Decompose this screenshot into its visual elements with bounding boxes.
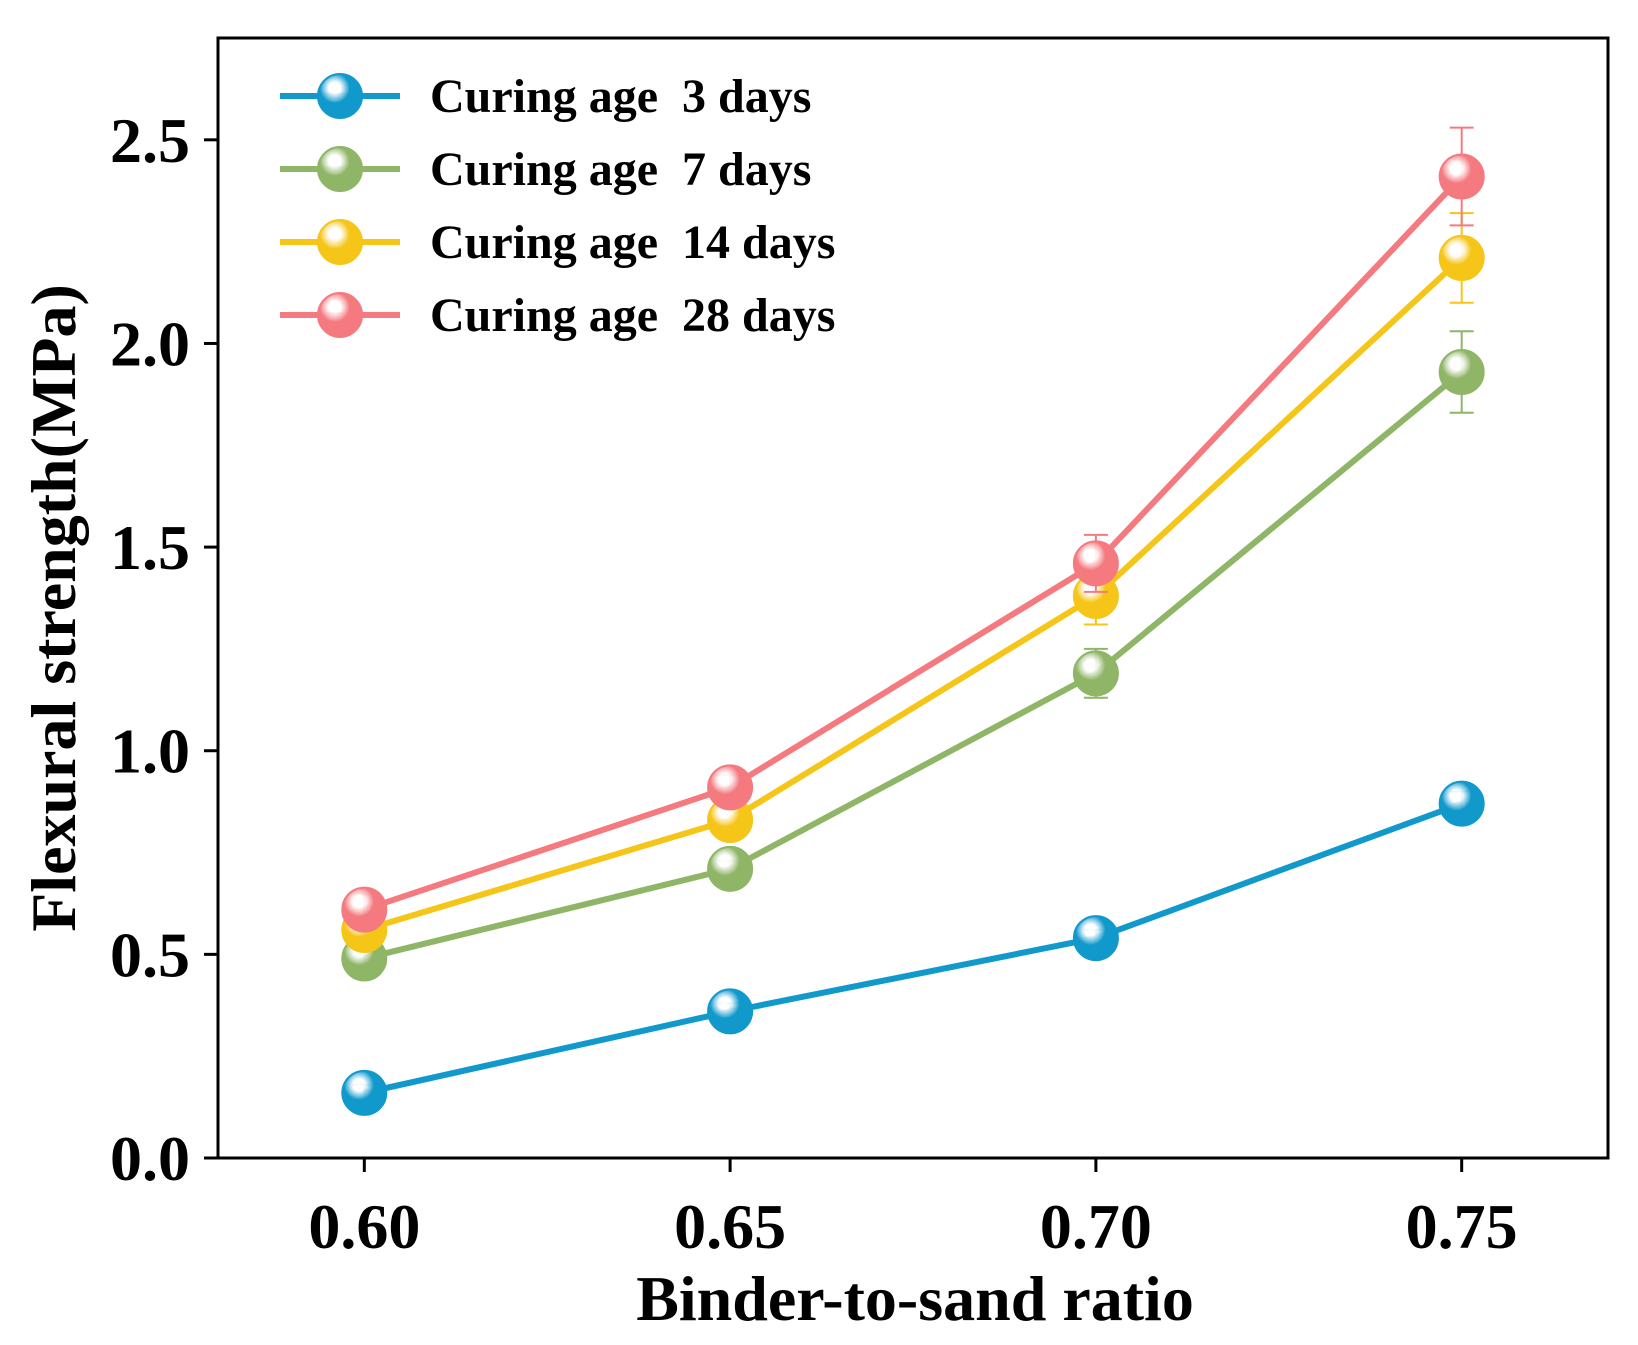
x-tick-label: 0.70 — [1040, 1191, 1152, 1262]
legend-entry-3-days: Curing age 3 days — [280, 70, 811, 123]
legend-marker — [317, 146, 363, 192]
legend-entry-28-days: Curing age 28 days — [280, 289, 835, 342]
series-line-14-days — [363, 255, 1464, 933]
y-tick-label: 1.5 — [110, 512, 190, 583]
data-point-3-days — [341, 1069, 388, 1116]
legend-entry-7-days: Curing age 7 days — [280, 143, 811, 196]
data-point-28-days — [1072, 540, 1119, 587]
x-tick-label: 0.75 — [1406, 1191, 1518, 1262]
x-tick-label: 0.60 — [308, 1191, 420, 1262]
legend-label: Curing age 3 days — [430, 70, 811, 123]
series-28-days — [341, 126, 1485, 933]
y-tick-label: 1.0 — [110, 716, 190, 787]
data-point-3-days — [1072, 915, 1119, 962]
data-point-14-days — [1438, 234, 1485, 281]
legend-marker — [317, 219, 363, 265]
legend: Curing age 3 days Curing age 7 days Curing… — [280, 70, 835, 342]
data-point-3-days — [707, 988, 754, 1035]
y-tick-label: 0.5 — [110, 919, 190, 990]
series-layer — [341, 126, 1485, 1116]
axes-layer: 0.60 0.65 0.70 0.75 0.0 0.5 1.0 1.5 2.0 2.5 — [110, 36, 1610, 1262]
series-7-days — [341, 330, 1485, 982]
legend-entry-14-days: Curing age 14 days — [280, 216, 835, 269]
series-line-7-days — [363, 369, 1464, 962]
legend-label: Curing age 28 days — [430, 289, 835, 342]
y-axis-title: Flexural strength(MPa) — [18, 284, 89, 932]
x-axis-title: Binder-to-sand ratio — [636, 1263, 1194, 1334]
data-point-28-days — [707, 764, 754, 811]
data-point-28-days — [1438, 153, 1485, 200]
legend-marker — [317, 73, 363, 119]
data-point-28-days — [341, 886, 388, 933]
data-point-7-days — [1072, 650, 1119, 697]
y-tick-label: 0.0 — [110, 1123, 190, 1194]
series-3-days — [341, 780, 1485, 1116]
plot-frame — [216, 36, 1610, 1160]
y-tick-label: 2.5 — [110, 105, 190, 176]
legend-label: Curing age 14 days — [430, 216, 835, 269]
legend-marker — [317, 292, 363, 338]
series-line-3-days — [363, 800, 1463, 1096]
y-tick-label: 2.0 — [110, 308, 190, 379]
data-point-7-days — [1438, 348, 1485, 395]
data-point-3-days — [1438, 780, 1485, 827]
x-tick-label: 0.65 — [674, 1191, 786, 1262]
data-point-7-days — [707, 845, 754, 892]
legend-label: Curing age 7 days — [430, 143, 811, 196]
series-line-28-days — [363, 174, 1464, 913]
